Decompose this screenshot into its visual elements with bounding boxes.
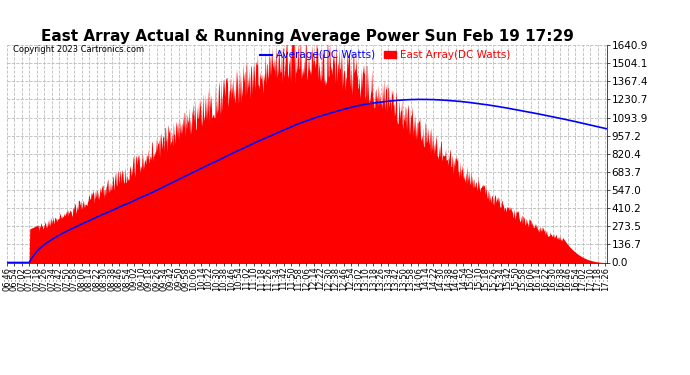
Legend: Average(DC Watts), East Array(DC Watts): Average(DC Watts), East Array(DC Watts) [259, 50, 511, 60]
Text: Copyright 2023 Cartronics.com: Copyright 2023 Cartronics.com [13, 45, 144, 54]
Title: East Array Actual & Running Average Power Sun Feb 19 17:29: East Array Actual & Running Average Powe… [41, 29, 573, 44]
